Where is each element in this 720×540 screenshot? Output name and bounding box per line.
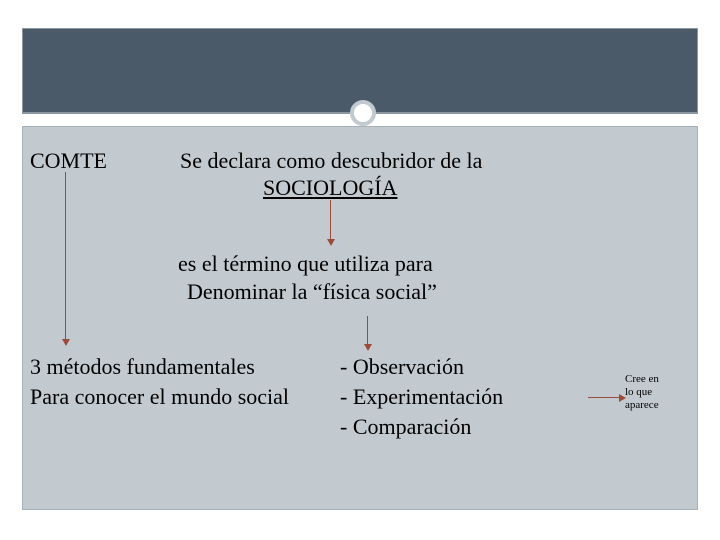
text-termino-2: Denominar la “física social” (187, 278, 437, 306)
arrow-right-head-3 (619, 394, 626, 402)
text-cree-1: Cree en (625, 373, 659, 387)
text-experimentacion: - Experimentación (340, 383, 503, 411)
arrow-down-0 (65, 172, 66, 340)
arrow-down-head-2 (364, 344, 372, 351)
text-observacion: - Observación (340, 353, 464, 381)
slide: COMTE Se declara como descubridor de la … (0, 0, 720, 540)
ring-ornament (350, 100, 376, 126)
text-cree-3: aparece (625, 399, 659, 413)
arrow-right-3 (588, 397, 620, 398)
arrow-down-2 (367, 316, 368, 345)
text-metodos-2: Para conocer el mundo social (30, 383, 289, 411)
arrow-down-head-1 (327, 239, 335, 246)
text-termino-1: es el término que utiliza para (178, 250, 433, 278)
text-cree-2: lo que (625, 386, 652, 400)
arrow-down-head-0 (62, 339, 70, 346)
text-comparacion: - Comparación (340, 413, 471, 441)
text-sociologia: SOCIOLOGÍA (263, 174, 397, 202)
arrow-down-1 (330, 200, 331, 240)
text-declara: Se declara como descubridor de la (180, 147, 482, 175)
text-metodos-1: 3 métodos fundamentales (30, 353, 255, 381)
text-comte: COMTE (30, 147, 107, 175)
